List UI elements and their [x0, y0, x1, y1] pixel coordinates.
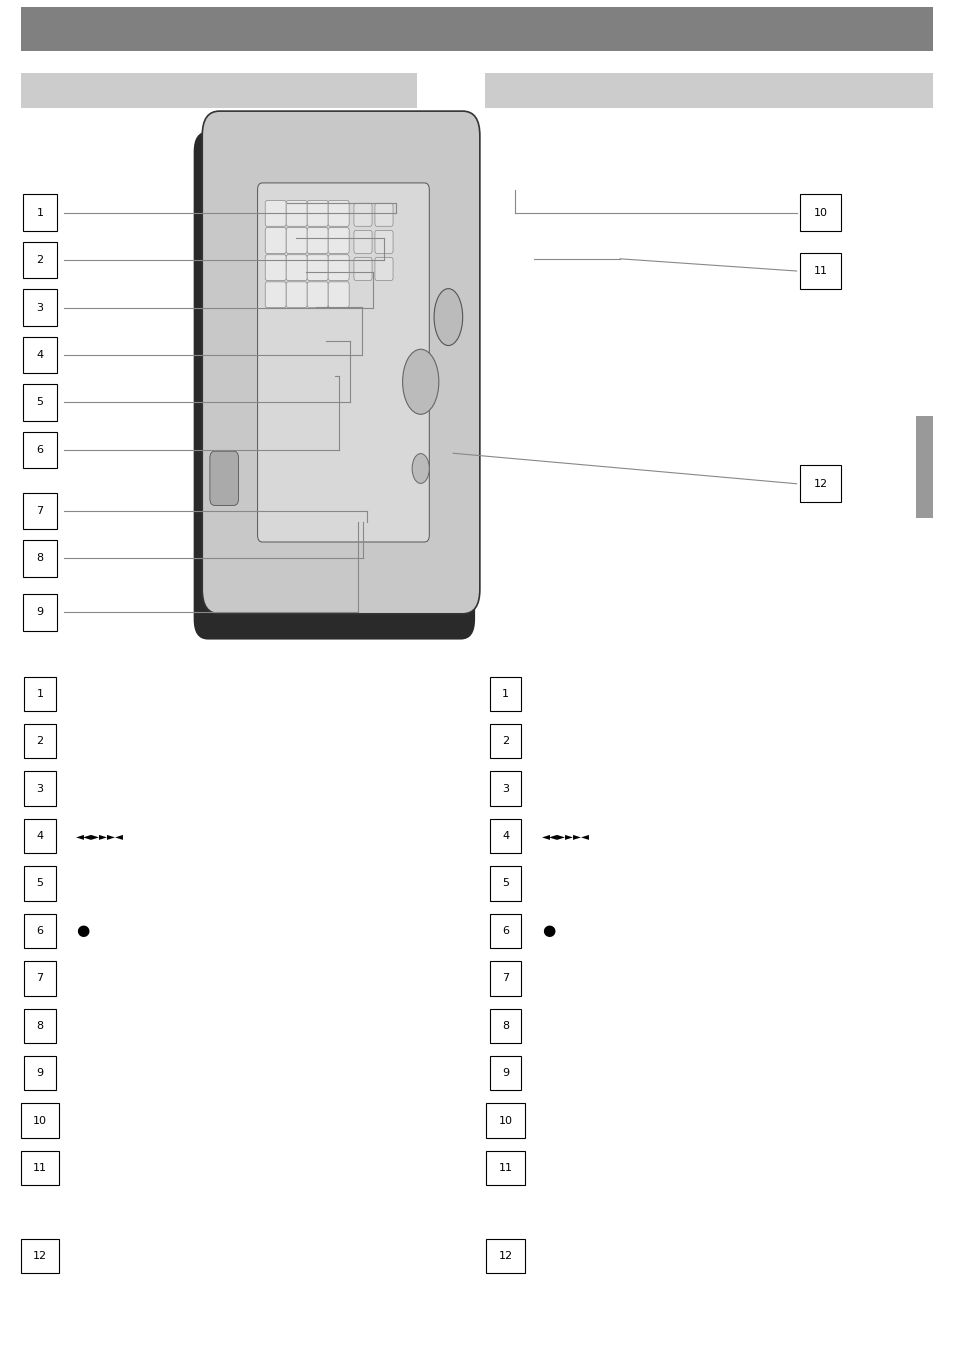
FancyBboxPatch shape: [210, 451, 238, 505]
Text: 3: 3: [501, 783, 509, 794]
FancyBboxPatch shape: [202, 111, 479, 614]
Ellipse shape: [434, 289, 462, 346]
FancyBboxPatch shape: [328, 228, 349, 253]
FancyBboxPatch shape: [286, 282, 307, 308]
Text: 3: 3: [36, 783, 44, 794]
FancyBboxPatch shape: [328, 282, 349, 308]
FancyBboxPatch shape: [265, 255, 286, 280]
FancyBboxPatch shape: [328, 255, 349, 280]
FancyBboxPatch shape: [307, 255, 328, 280]
Text: 9: 9: [36, 1068, 44, 1079]
Text: 6: 6: [36, 444, 44, 455]
Text: 8: 8: [36, 553, 44, 564]
Text: 3: 3: [36, 302, 44, 313]
Text: 9: 9: [501, 1068, 509, 1079]
Text: 1: 1: [501, 688, 509, 699]
FancyBboxPatch shape: [257, 183, 429, 542]
Ellipse shape: [412, 454, 429, 484]
Text: 1: 1: [36, 688, 44, 699]
Text: 5: 5: [36, 397, 44, 408]
Text: 12: 12: [813, 478, 826, 489]
Text: 12: 12: [33, 1251, 47, 1262]
FancyBboxPatch shape: [193, 131, 475, 640]
Text: 11: 11: [813, 266, 826, 276]
Text: 2: 2: [501, 736, 509, 747]
FancyBboxPatch shape: [307, 282, 328, 308]
FancyBboxPatch shape: [265, 228, 286, 253]
FancyBboxPatch shape: [265, 282, 286, 308]
FancyBboxPatch shape: [915, 416, 932, 518]
Text: 4: 4: [36, 831, 44, 841]
Text: 2: 2: [36, 736, 44, 747]
Text: 7: 7: [36, 973, 44, 984]
Text: ◄◄►►►◄: ◄◄►►►◄: [76, 831, 124, 841]
Text: 11: 11: [33, 1163, 47, 1173]
Text: 9: 9: [36, 607, 44, 618]
Ellipse shape: [402, 350, 438, 415]
Text: 8: 8: [501, 1020, 509, 1031]
FancyBboxPatch shape: [375, 203, 393, 226]
Text: 10: 10: [33, 1115, 47, 1126]
Text: 5: 5: [501, 878, 509, 889]
Text: 4: 4: [36, 350, 44, 360]
Text: ●: ●: [541, 923, 555, 939]
Text: 7: 7: [501, 973, 509, 984]
FancyBboxPatch shape: [307, 228, 328, 253]
Text: 7: 7: [36, 505, 44, 516]
Text: 6: 6: [36, 925, 44, 936]
Text: ◄◄►►►◄: ◄◄►►►◄: [541, 831, 589, 841]
FancyBboxPatch shape: [484, 73, 932, 108]
FancyBboxPatch shape: [307, 201, 328, 226]
FancyBboxPatch shape: [286, 228, 307, 253]
Text: 12: 12: [498, 1251, 512, 1262]
FancyBboxPatch shape: [21, 7, 932, 51]
FancyBboxPatch shape: [354, 257, 372, 280]
FancyBboxPatch shape: [286, 201, 307, 226]
Text: 10: 10: [813, 207, 826, 218]
Text: 8: 8: [36, 1020, 44, 1031]
FancyBboxPatch shape: [375, 257, 393, 280]
Text: 6: 6: [501, 925, 509, 936]
FancyBboxPatch shape: [354, 230, 372, 253]
Text: 5: 5: [36, 878, 44, 889]
FancyBboxPatch shape: [375, 230, 393, 253]
Text: 11: 11: [498, 1163, 512, 1173]
FancyBboxPatch shape: [21, 73, 416, 108]
FancyBboxPatch shape: [265, 201, 286, 226]
FancyBboxPatch shape: [328, 201, 349, 226]
Text: 4: 4: [501, 831, 509, 841]
Text: ●: ●: [76, 923, 90, 939]
FancyBboxPatch shape: [286, 255, 307, 280]
Text: 1: 1: [36, 207, 44, 218]
FancyBboxPatch shape: [354, 203, 372, 226]
Text: 2: 2: [36, 255, 44, 266]
Text: 10: 10: [498, 1115, 512, 1126]
